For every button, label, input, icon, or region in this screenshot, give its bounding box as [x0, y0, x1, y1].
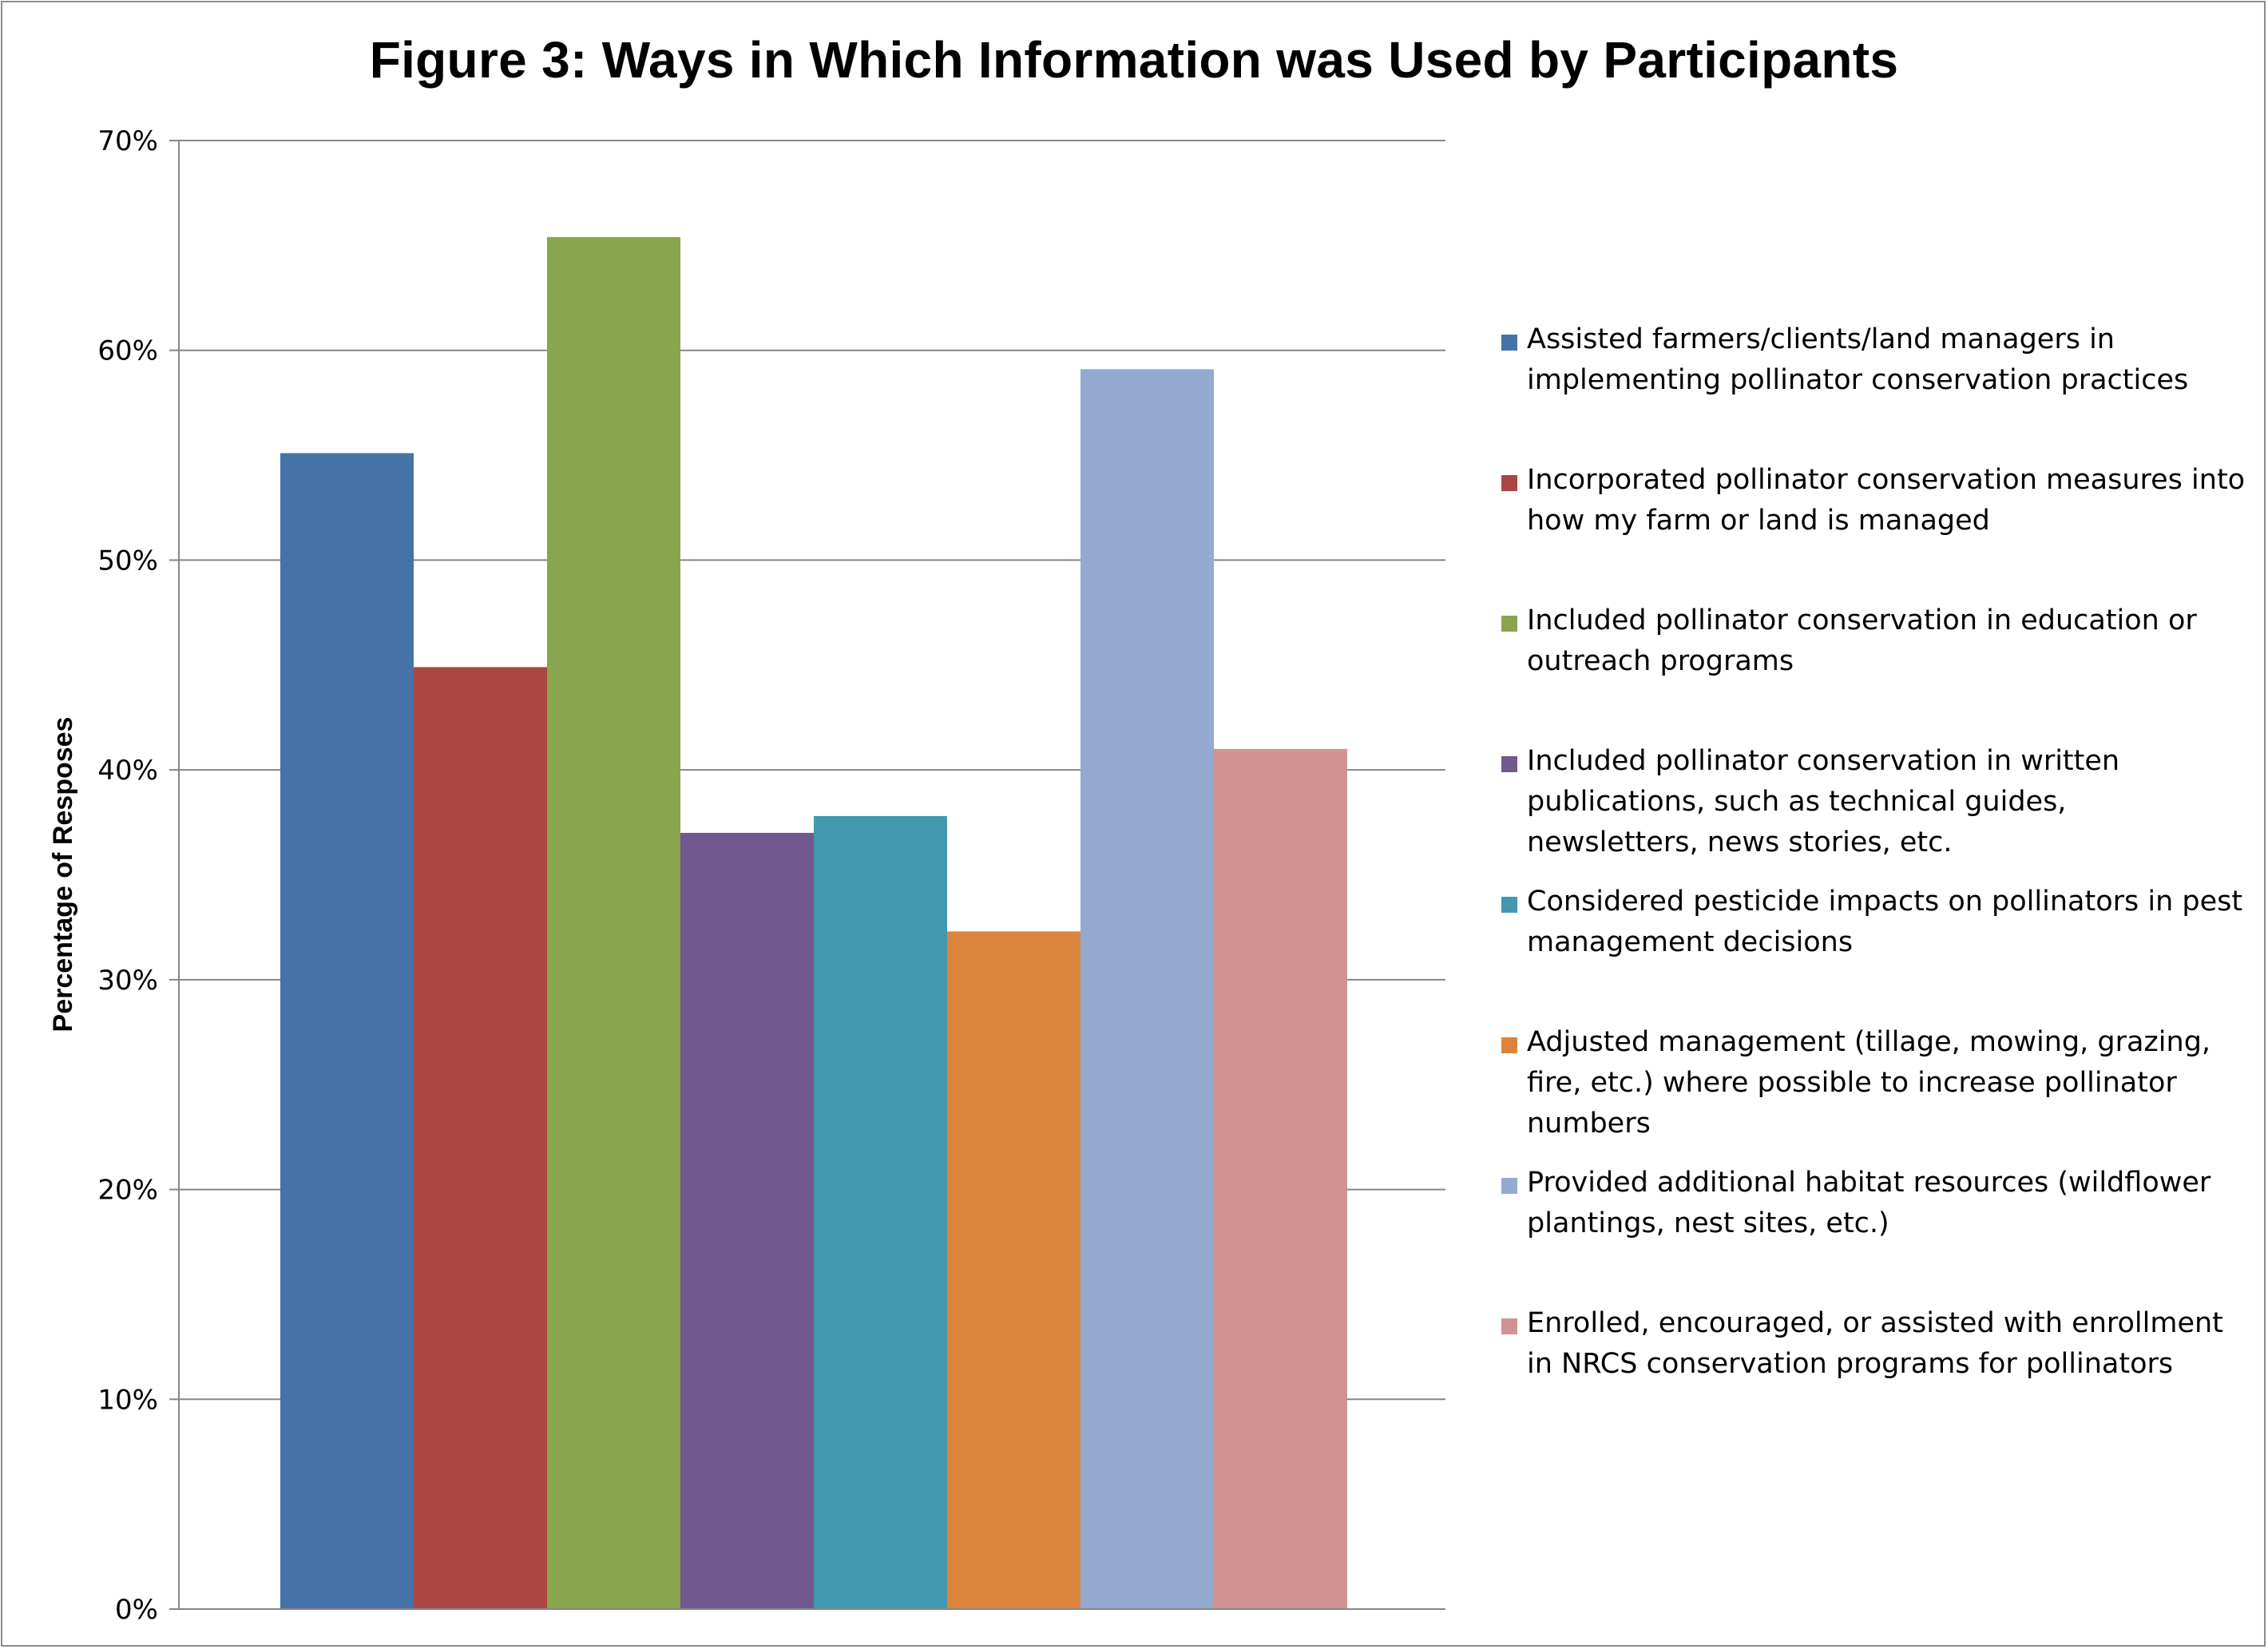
legend-label: Enrolled, encouraged, or assisted with e…: [1527, 1307, 2223, 1380]
bar: [814, 815, 947, 1609]
legend-label: Incorporated pollinator conservation mea…: [1527, 464, 2246, 537]
bar: [414, 667, 547, 1609]
legend-label: Provided additional habitat resources (w…: [1527, 1167, 2211, 1239]
bar: [947, 931, 1080, 1609]
legend-swatch: [1501, 1318, 1517, 1334]
bar: [547, 236, 680, 1609]
legend-swatch: [1501, 475, 1517, 491]
y-tick-label: 10%: [97, 1384, 158, 1416]
bar: [280, 453, 414, 1609]
legend-swatch: [1501, 335, 1517, 351]
legend-label: Adjusted management (tillage, mowing, gr…: [1527, 1026, 2211, 1140]
legend-swatch: [1501, 1037, 1517, 1053]
y-tick-label: 20%: [97, 1175, 158, 1207]
y-tick-label: 50%: [97, 545, 158, 577]
legend-swatch: [1501, 616, 1517, 632]
y-tick-label: 40%: [97, 755, 158, 787]
y-tick-label: 60%: [97, 335, 158, 367]
bar: [1080, 369, 1214, 1609]
y-axis-label: Percentage of Resposes: [48, 717, 78, 1033]
legend-label: Included pollinator conservation in educ…: [1527, 605, 2197, 677]
y-tick-label: 30%: [97, 965, 158, 997]
chart-title: Figure 3: Ways in Which Information was …: [369, 31, 1899, 89]
legend-label: Assisted farmers/clients/land managers i…: [1527, 323, 2189, 396]
y-axis-ticks: 0% 10% 20% 30% 40% 50% 60% 70%: [97, 125, 179, 1626]
legend-label: Included pollinator conservation in writ…: [1527, 745, 2120, 858]
legend-swatch: [1501, 897, 1517, 913]
bar: [680, 832, 814, 1609]
bar: [1214, 748, 1347, 1610]
legend-swatch: [1501, 1178, 1517, 1194]
legend-swatch: [1501, 756, 1517, 772]
bars: [280, 236, 1347, 1610]
y-tick-label: 70%: [97, 125, 158, 157]
legend-label: Considered pesticide impacts on pollinat…: [1527, 886, 2243, 958]
y-tick-label: 0%: [115, 1594, 158, 1626]
